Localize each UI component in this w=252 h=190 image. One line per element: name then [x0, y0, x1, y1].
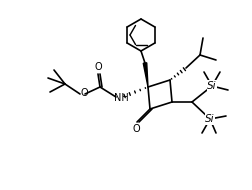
Text: O: O — [132, 124, 140, 134]
Text: Si: Si — [205, 114, 215, 124]
Text: O: O — [94, 62, 102, 72]
Polygon shape — [143, 63, 148, 87]
Text: NH: NH — [114, 93, 128, 103]
Text: Si: Si — [207, 81, 217, 91]
Text: O: O — [80, 88, 88, 98]
